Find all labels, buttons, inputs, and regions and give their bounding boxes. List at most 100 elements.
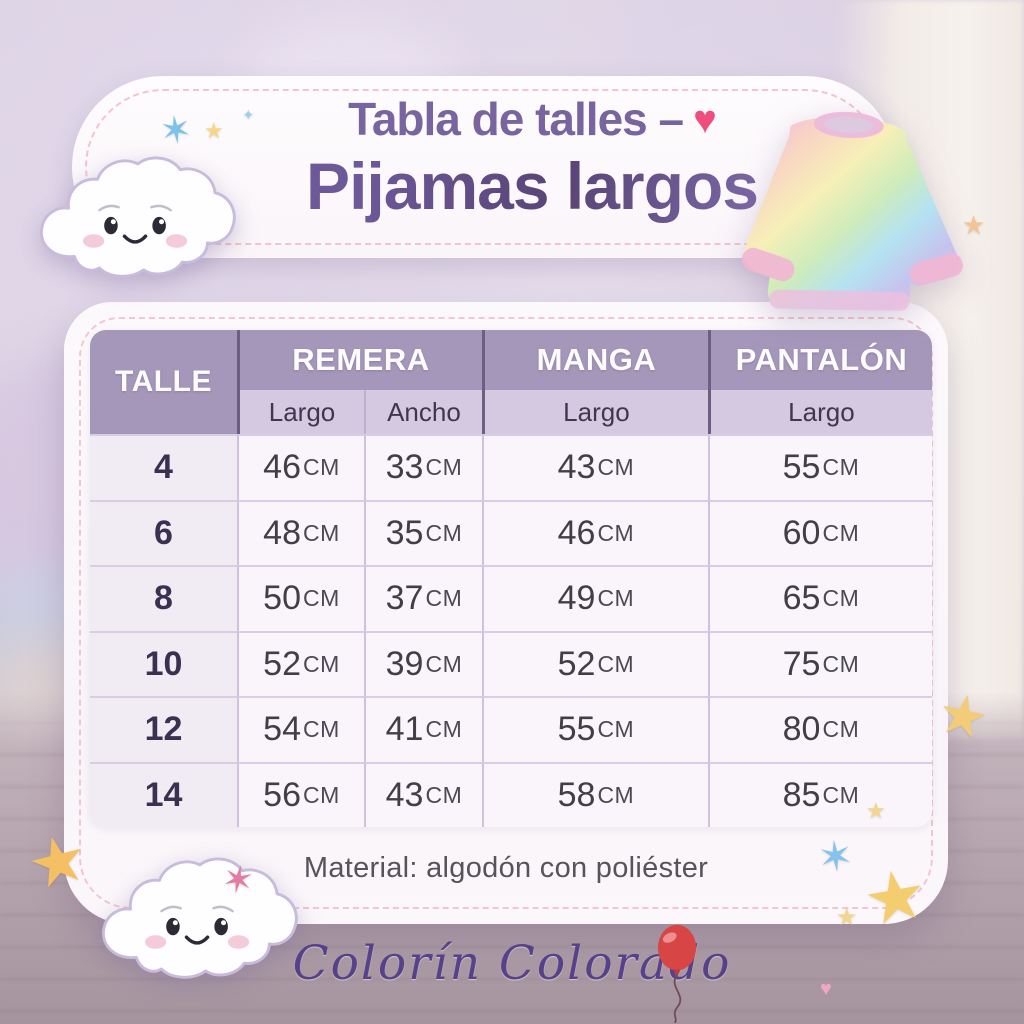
subheader-pantalon-largo: Largo xyxy=(707,390,932,434)
value: 55 xyxy=(782,448,821,487)
title-box: Tabla de talles – ♥ Pijamas largos xyxy=(252,92,812,224)
value-cell: 37 CM xyxy=(363,565,482,631)
small-heart-icon: ♥ xyxy=(820,978,832,1000)
unit-label: CM xyxy=(303,454,340,481)
material-note: Material: algodón con poliéster xyxy=(303,852,709,884)
unit-label: CM xyxy=(425,716,463,743)
value-cell: 41 CM xyxy=(363,696,482,762)
col-header-talle: TALLE xyxy=(90,330,237,434)
value: 39 xyxy=(385,644,424,683)
value-cell: 58 CM xyxy=(481,761,708,827)
unit-label: CM xyxy=(822,454,860,481)
value-cell: 39 CM xyxy=(363,630,482,696)
value: 37 xyxy=(385,579,424,618)
value-cell: 43 CM xyxy=(363,761,482,827)
tiny-blue-star-icon: ✦ xyxy=(242,107,255,124)
value-cell: 49 CM xyxy=(481,565,708,631)
small-yellow-star-icon: ★ xyxy=(866,798,886,823)
unit-label: CM xyxy=(303,519,340,546)
value: 75 xyxy=(782,644,821,683)
value: 46 xyxy=(557,513,596,552)
value-cell: 85 CM xyxy=(707,761,932,827)
value: 49 xyxy=(557,579,596,618)
unit-label: CM xyxy=(822,585,860,612)
size-cell: 4 xyxy=(90,434,237,500)
unit-label: CM xyxy=(425,650,463,677)
value-cell: 48 CM xyxy=(237,499,364,565)
unit-label: CM xyxy=(425,519,463,546)
pajama-shirt-illustration xyxy=(741,111,963,311)
value-cell: 50 CM xyxy=(237,565,364,631)
unit-label: CM xyxy=(822,519,860,546)
peach-star-icon: ★ xyxy=(962,210,986,240)
page-title-line1: Tabla de talles – ♥ xyxy=(252,92,812,146)
value: 46 xyxy=(263,448,301,487)
value-cell: 54 CM xyxy=(237,696,364,762)
size-chart-card: TALLE REMERA MANGA PANTALÓN Largo Ancho … xyxy=(64,302,948,924)
col-header-remera: REMERA xyxy=(237,330,482,390)
unit-label: CM xyxy=(425,585,463,612)
value: 65 xyxy=(782,579,821,618)
small-yellow-star-icon: ★ xyxy=(836,904,858,931)
value: 58 xyxy=(557,775,596,814)
value: 52 xyxy=(557,644,596,683)
value-cell: 43 CM xyxy=(481,434,708,500)
value-cell: 60 CM xyxy=(707,499,932,565)
cloud-mascot xyxy=(40,156,236,278)
table-wrap: TALLE REMERA MANGA PANTALÓN Largo Ancho … xyxy=(90,330,932,827)
value: 52 xyxy=(263,644,301,683)
value-cell: 55 CM xyxy=(481,696,708,762)
size-cell: 10 xyxy=(90,630,237,696)
value: 55 xyxy=(557,710,596,749)
value-cell: 75 CM xyxy=(707,630,932,696)
unit-label: CM xyxy=(597,716,635,743)
size-table: TALLE REMERA MANGA PANTALÓN Largo Ancho … xyxy=(90,330,932,827)
value: 54 xyxy=(263,710,301,749)
value: 50 xyxy=(263,579,301,618)
unit-label: CM xyxy=(822,781,860,808)
value-cell: 52 CM xyxy=(237,630,364,696)
size-cell: 14 xyxy=(90,761,237,827)
pink-scribble-star-icon: ✶ xyxy=(218,857,258,905)
yellow-star-face-icon: ★ xyxy=(857,853,934,941)
value: 33 xyxy=(385,448,424,487)
unit-label: CM xyxy=(822,716,860,743)
unit-label: CM xyxy=(822,650,860,677)
unit-label: CM xyxy=(597,650,635,677)
unit-label: CM xyxy=(303,585,340,612)
unit-label: CM xyxy=(303,650,340,677)
value: 48 xyxy=(263,513,301,552)
size-cell: 12 xyxy=(90,696,237,762)
subheader-remera-largo: Largo xyxy=(237,390,364,434)
col-header-pantalon: PANTALÓN xyxy=(707,330,932,390)
unit-label: CM xyxy=(597,519,635,546)
blue-star-icon: ✶ xyxy=(815,831,856,882)
brand-name: Colorín Colorado xyxy=(292,936,732,991)
yellow-star-icon: ★ xyxy=(204,118,224,143)
unit-label: CM xyxy=(597,454,635,481)
col-header-manga: MANGA xyxy=(481,330,708,390)
value: 56 xyxy=(263,775,301,814)
value-cell: 52 CM xyxy=(481,630,708,696)
value-cell: 56 CM xyxy=(237,761,364,827)
subheader-remera-ancho: Ancho xyxy=(363,390,482,434)
value: 43 xyxy=(557,448,596,487)
value: 60 xyxy=(782,513,821,552)
balloon-icon xyxy=(657,924,697,1024)
unit-label: CM xyxy=(303,716,340,743)
unit-label: CM xyxy=(425,454,463,481)
value-cell: 80 CM xyxy=(707,696,932,762)
value-cell: 46 CM xyxy=(481,499,708,565)
brand-lockup: Colorín Colorado xyxy=(0,936,1024,991)
value-cell: 65 CM xyxy=(707,565,932,631)
blue-star-icon: ✶ xyxy=(157,107,195,155)
unit-label: CM xyxy=(597,585,635,612)
value-cell: 46 CM xyxy=(237,434,364,500)
value-cell: 33 CM xyxy=(363,434,482,500)
unit-label: CM xyxy=(597,781,635,808)
value: 41 xyxy=(385,710,424,749)
size-cell: 8 xyxy=(90,565,237,631)
page-title-line2: Pijamas largos xyxy=(252,148,812,224)
value-cell: 35 CM xyxy=(363,499,482,565)
